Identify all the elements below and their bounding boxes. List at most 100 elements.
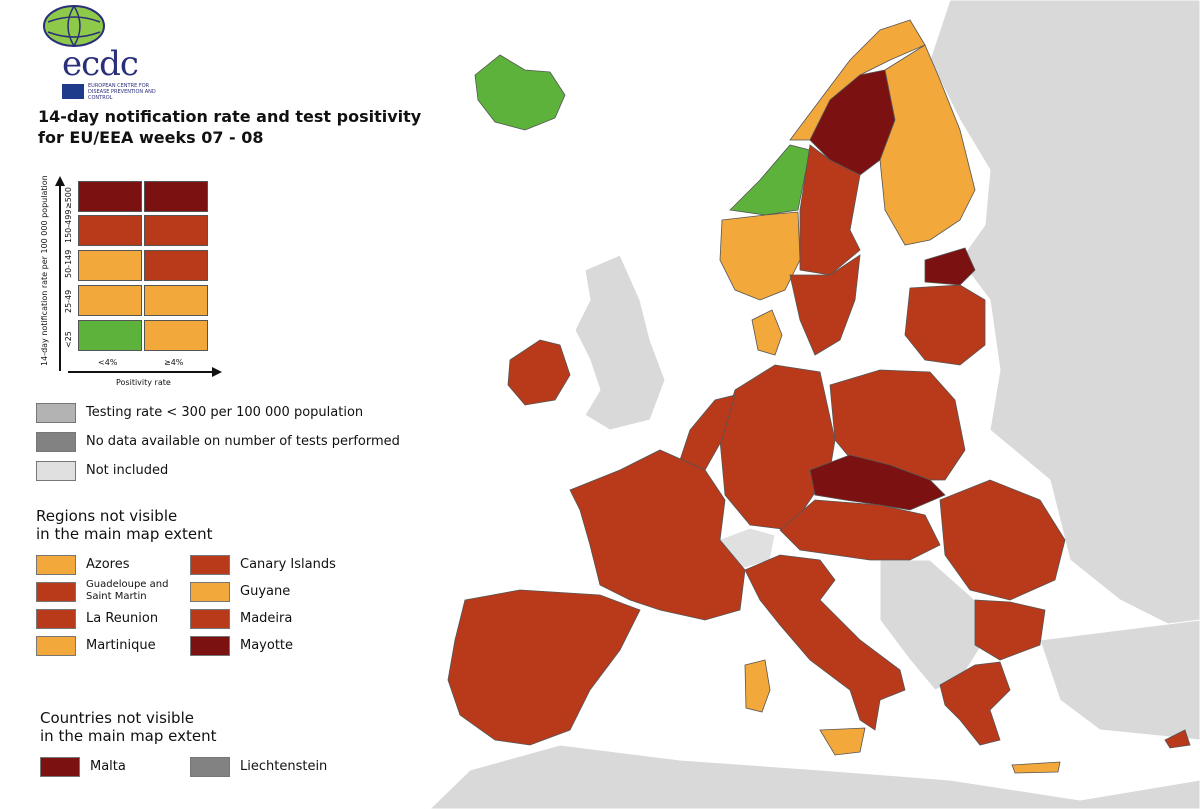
legend-label: Malta: [90, 759, 126, 774]
legend-panel: ecdc EUROPEAN CENTRE FOR DISEASE PREVENT…: [0, 0, 430, 809]
matrix-y-axis-title: 14-day notification rate per 100 000 pop…: [40, 175, 49, 366]
region-legend-item: Madeira: [190, 609, 340, 629]
col-label-low: <4%: [98, 358, 118, 367]
region-finland: [879, 44, 976, 246]
regions-title-line-2: in the main map extent: [36, 525, 213, 543]
region-france: [569, 449, 746, 621]
matrix-row-label: <25: [64, 331, 73, 348]
legend-swatch: [36, 403, 76, 423]
legend-label: Not included: [86, 463, 169, 478]
y-axis-arrow-icon: [55, 176, 65, 371]
region-bulgaria: [974, 599, 1046, 661]
region-legend-item: Mayotte: [190, 636, 340, 656]
legend-label: La Reunion: [86, 611, 159, 626]
land-africa: [429, 744, 1200, 809]
countries-title-line-1: Countries not visible: [40, 709, 194, 727]
logo-subtitle: EUROPEAN CENTRE FOR DISEASE PREVENTION A…: [88, 83, 156, 101]
region-sicily: [819, 727, 866, 756]
region-ireland: [507, 339, 571, 406]
legend-label: Martinique: [86, 638, 156, 653]
legend-swatch: [36, 636, 76, 656]
land-uk: [574, 254, 666, 431]
region-germany: [719, 364, 836, 531]
globe-icon: [43, 5, 105, 47]
legend-swatch: [190, 636, 230, 656]
legend-label: Testing rate < 300 per 100 000 populatio…: [86, 405, 364, 420]
matrix-row-label: 150-499: [64, 209, 73, 243]
matrix-cell: [78, 285, 142, 316]
legend-label: Canary Islands: [240, 557, 336, 572]
legend-swatch: [40, 757, 80, 777]
countries-title-line-2: in the main map extent: [40, 727, 217, 745]
matrix-cell: [78, 181, 142, 212]
regions-title-line-1: Regions not visible: [36, 507, 178, 525]
logo-wordmark: ecdc: [62, 44, 139, 84]
region-poland: [829, 369, 966, 481]
matrix-row-label: 50-149: [64, 249, 73, 278]
land-turkey: [1039, 619, 1200, 741]
col-label-high: ≥4%: [164, 358, 184, 367]
matrix-row-label: 25-49: [64, 289, 73, 313]
region-legend-item: Martinique: [36, 636, 186, 656]
legend-swatch: [36, 609, 76, 629]
title-line-2: for EU/EEA weeks 07 - 08: [38, 128, 264, 147]
legend-label: Liechtenstein: [240, 759, 328, 774]
region-austria-hungary: [779, 499, 941, 561]
matrix-x-axis-title: Positivity rate: [116, 378, 171, 387]
matrix-cell: [78, 250, 142, 281]
region-crete: [1011, 761, 1061, 774]
region-romania: [939, 479, 1066, 601]
region-legend-item: Guyane: [190, 582, 340, 602]
countries-title: Countries not visible in the main map ex…: [40, 709, 217, 745]
region-norway-mid: [729, 144, 811, 216]
region-greece: [939, 661, 1011, 746]
region-norway-south: [719, 211, 801, 301]
region-denmark: [751, 309, 783, 356]
gray-legend-item: Not included: [36, 461, 416, 481]
region-legend-item: Canary Islands: [190, 555, 340, 575]
region-legend-item: La Reunion: [36, 609, 186, 629]
legend-label: No data available on number of tests per…: [86, 434, 400, 449]
region-czech-slovakia: [809, 454, 946, 511]
legend-swatch: [36, 432, 76, 452]
legend-swatch: [36, 555, 76, 575]
legend-label: Madeira: [240, 611, 293, 626]
regions-title: Regions not visible in the main map exte…: [36, 507, 213, 543]
country-legend-item: Liechtenstein: [190, 757, 340, 777]
x-axis-arrow-icon: [68, 367, 222, 377]
region-sweden-central: [799, 144, 861, 276]
region-sweden-south: [789, 254, 861, 356]
legend-swatch: [190, 609, 230, 629]
matrix-row-label: ≥500: [64, 187, 73, 209]
legend-swatch: [36, 582, 76, 602]
legend-label: Guadeloupe and Saint Martin: [86, 579, 169, 602]
eu-flag-icon: [62, 84, 84, 99]
matrix-cell: [78, 215, 142, 246]
gray-legend-item: Testing rate < 300 per 100 000 populatio…: [36, 403, 416, 423]
region-latvia-lithuania: [904, 284, 986, 366]
legend-swatch: [190, 757, 230, 777]
region-cyprus: [1164, 729, 1191, 749]
gray-legend-item: No data available on number of tests per…: [36, 432, 416, 452]
ecdc-logo: [38, 4, 158, 104]
matrix-cell: [144, 181, 208, 212]
region-sardinia: [744, 659, 771, 713]
region-estonia: [924, 247, 976, 286]
matrix-cell: [144, 285, 208, 316]
region-legend-item: Azores: [36, 555, 186, 575]
matrix-cell: [144, 215, 208, 246]
legend-label: Guyane: [240, 584, 291, 599]
region-legend-item: Guadeloupe and Saint Martin: [36, 579, 186, 602]
country-legend-item: Malta: [40, 757, 190, 777]
region-iceland: [474, 54, 566, 131]
matrix-cell: [144, 320, 208, 351]
matrix-cell: [144, 250, 208, 281]
region-italy: [744, 554, 906, 731]
legend-label: Azores: [86, 557, 130, 572]
map-title: 14-day notification rate and test positi…: [38, 106, 428, 148]
matrix-cell: [78, 320, 142, 351]
legend-label: Mayotte: [240, 638, 294, 653]
title-line-1: 14-day notification rate and test positi…: [38, 107, 422, 126]
region-iberia: [447, 589, 641, 746]
